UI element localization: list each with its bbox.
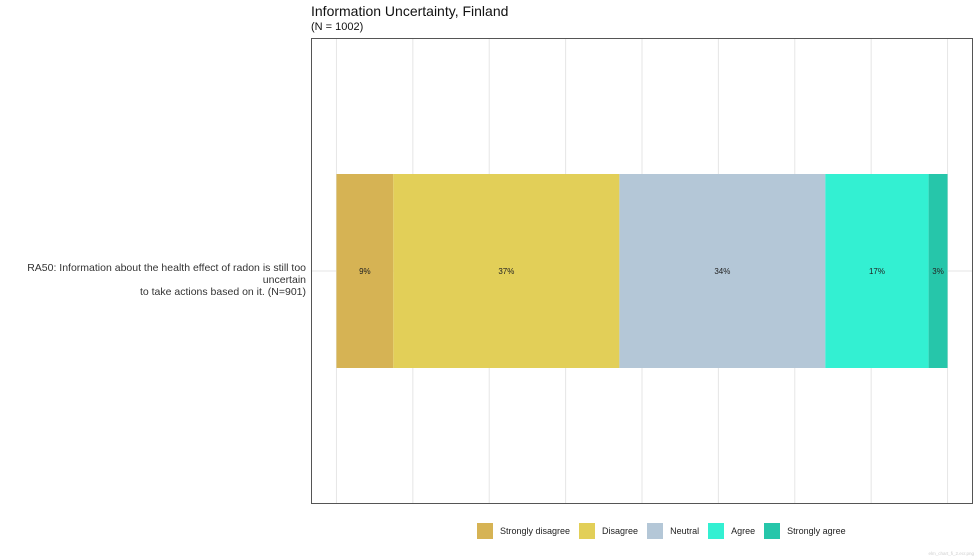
legend-label: Strongly disagree bbox=[500, 526, 571, 536]
bar-segment-strongly-disagree bbox=[336, 174, 394, 368]
legend-item: Strongly disagree bbox=[477, 523, 570, 539]
bar-segment-disagree bbox=[393, 174, 620, 368]
legend-item: Neutral bbox=[647, 523, 699, 539]
legend-swatch bbox=[647, 523, 664, 539]
chart-title: Information Uncertainty, Finland bbox=[311, 3, 509, 19]
category-label-line-1: RA50: Information about the health effec… bbox=[27, 262, 306, 286]
plot-panel: 9% 37% 34% 17% 3% bbox=[311, 38, 973, 504]
bar-data-label: 9% bbox=[359, 267, 371, 276]
chart-subtitle: (N = 1002) bbox=[311, 21, 364, 33]
category-label-line-2: to take actions based on it. (N=901) bbox=[139, 286, 306, 298]
legend-label: Strongly agree bbox=[787, 526, 846, 536]
watermark: elm_chart_fi_2.ecr.png bbox=[928, 551, 974, 556]
legend-swatch bbox=[477, 523, 493, 539]
category-label: RA50: Information about the health effec… bbox=[0, 262, 306, 298]
bar-data-label: 17% bbox=[869, 267, 885, 276]
bar-data-label: 34% bbox=[714, 267, 730, 276]
bar-data-label: 3% bbox=[932, 267, 944, 276]
legend: Strongly disagree Disagree Neutral Agree Str… bbox=[477, 523, 855, 539]
legend-item: Agree bbox=[708, 523, 755, 539]
bar-data-label: 37% bbox=[498, 267, 514, 276]
legend-label: Neutral bbox=[670, 526, 700, 536]
bar-segment-agree bbox=[825, 174, 929, 368]
bar-segment-strongly-agree bbox=[928, 174, 948, 368]
legend-item: Disagree bbox=[579, 523, 638, 539]
legend-swatch bbox=[764, 523, 781, 539]
legend-item: Strongly agree bbox=[764, 523, 846, 539]
legend-swatch bbox=[708, 523, 725, 539]
legend-swatch bbox=[579, 523, 596, 539]
legend-label: Agree bbox=[731, 526, 756, 536]
legend-label: Disagree bbox=[602, 526, 639, 536]
plot-svg: 9% 37% 34% 17% 3% bbox=[312, 39, 972, 503]
bar-segment-neutral bbox=[619, 174, 826, 368]
